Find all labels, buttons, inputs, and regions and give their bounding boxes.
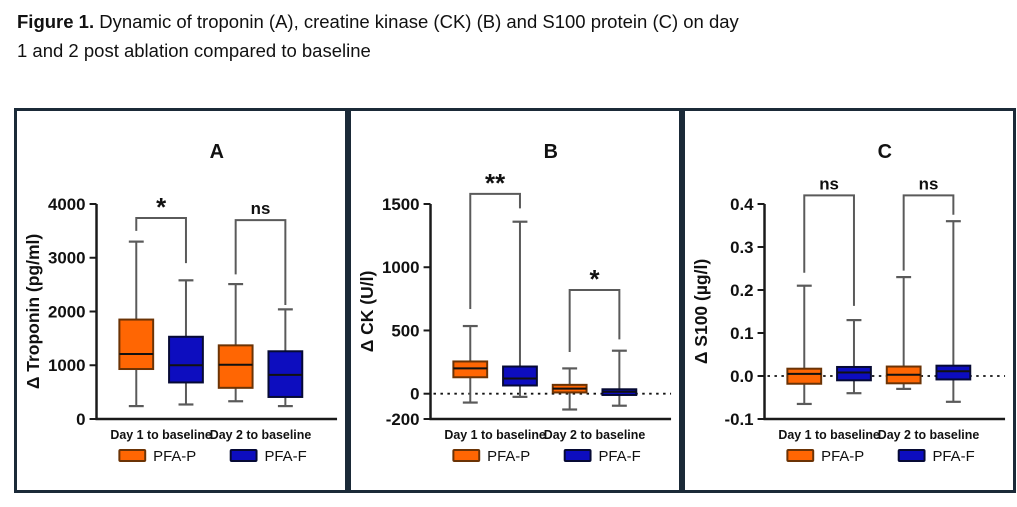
panel-a-troponin: A Δ Troponin (pg/ml) 0 1000 2000 3000 4000 * ns D… xyxy=(14,108,348,493)
category-label: Day 2 to baseline xyxy=(878,428,980,442)
panel-c-s100: C Δ S100 (µg/l) -0.1 0.0 0.1 0.2 0.3 0.4 ns ns Day… xyxy=(682,108,1016,493)
y-tick-label: 3000 xyxy=(48,249,86,268)
troponin-boxplot: A Δ Troponin (pg/ml) 0 1000 2000 3000 4000 * ns D… xyxy=(23,141,338,465)
iqr-box xyxy=(836,365,872,382)
significance-label: ns xyxy=(819,174,839,193)
box-pfa-f-day-2-to-baseline xyxy=(601,349,638,407)
category-label: Day 1 to baseline xyxy=(778,428,880,442)
significance-label: * xyxy=(156,194,167,222)
y-tick-label: -0.1 xyxy=(724,410,753,429)
box-pfa-p-day-1-to-baseline xyxy=(452,324,489,404)
box-pfa-f-day-1-to-baseline xyxy=(836,319,872,395)
legend-label: PFA-P xyxy=(821,448,864,465)
significance-bracket xyxy=(902,194,955,271)
s100-boxplot: C Δ S100 (µg/l) -0.1 0.0 0.1 0.2 0.3 0.4 ns ns Day… xyxy=(691,141,1006,465)
box-pfa-p-day-2-to-baseline xyxy=(217,282,254,403)
y-tick-label: 500 xyxy=(391,321,419,340)
y-tick-label: 1000 xyxy=(48,356,86,375)
figure-caption-number: Figure 1. xyxy=(17,11,95,32)
y-tick-label: 0.3 xyxy=(730,238,753,257)
significance-bracket xyxy=(234,219,287,306)
legend-swatch-pfa-f xyxy=(897,449,926,462)
category-label: Day 2 to baseline xyxy=(210,428,312,442)
significance-label: ns xyxy=(251,199,271,218)
figure-caption-line2: 1 and 2 post ablation compared to baseli… xyxy=(17,39,371,61)
legend-label: PFA-F xyxy=(264,448,306,465)
significance-bracket xyxy=(469,192,521,309)
significance-label: * xyxy=(589,266,600,294)
y-tick-label: 0.4 xyxy=(730,195,754,214)
significance-bracket xyxy=(568,289,621,352)
iqr-box xyxy=(168,335,204,384)
category-label: Day 2 to baseline xyxy=(544,428,646,442)
box-pfa-p-day-1-to-baseline xyxy=(118,240,155,408)
box-pfa-f-day-2-to-baseline xyxy=(935,220,972,403)
y-tick-label: 0 xyxy=(410,385,419,404)
y-tick-label: 0.0 xyxy=(730,367,753,386)
box-pfa-f-day-1-to-baseline xyxy=(502,220,538,398)
y-axis-title: Δ Troponin (pg/ml) xyxy=(23,234,43,389)
iqr-box xyxy=(502,365,538,387)
category-label: Day 1 to baseline xyxy=(110,428,212,442)
significance-bracket xyxy=(135,216,187,264)
iqr-box xyxy=(118,318,155,371)
y-axis-title: Δ CK (U/l) xyxy=(357,271,377,353)
figure-caption: Figure 1. Dynamic of troponin (A), creat… xyxy=(17,8,982,65)
box-pfa-f-day-2-to-baseline xyxy=(267,308,304,408)
y-tick-label: 2000 xyxy=(48,302,86,321)
panel-letter: A xyxy=(210,141,224,163)
box-pfa-f-day-1-to-baseline xyxy=(168,279,204,406)
significance-label: ** xyxy=(485,170,506,198)
legend-swatch-pfa-f xyxy=(229,449,258,462)
y-tick-label: 1500 xyxy=(382,195,420,214)
legend-label: PFA-P xyxy=(153,448,196,465)
y-tick-label: 0 xyxy=(76,410,85,429)
box-pfa-p-day-2-to-baseline xyxy=(885,276,922,390)
legend-label: PFA-F xyxy=(598,448,640,465)
y-tick-label: 0.2 xyxy=(730,281,753,300)
iqr-box xyxy=(786,367,823,385)
legend-swatch-pfa-p xyxy=(452,449,481,462)
y-tick-label: 1000 xyxy=(382,258,420,277)
significance-bracket xyxy=(803,194,855,306)
box-pfa-p-day-2-to-baseline xyxy=(551,367,588,411)
iqr-box xyxy=(935,364,972,381)
figure-caption-line1: Dynamic of troponin (A), creatine kinase… xyxy=(94,11,739,32)
box-pfa-p-day-1-to-baseline xyxy=(786,284,823,406)
legend-label: PFA-F xyxy=(932,448,974,465)
y-tick-label: 0.1 xyxy=(730,324,753,343)
y-tick-label: -200 xyxy=(386,410,420,429)
y-axis-title: Δ S100 (µg/l) xyxy=(691,259,711,364)
legend-swatch-pfa-f xyxy=(563,449,592,462)
iqr-box xyxy=(217,344,254,389)
category-label: Day 1 to baseline xyxy=(444,428,546,442)
legend-label: PFA-P xyxy=(487,448,530,465)
legend-swatch-pfa-p xyxy=(786,449,815,462)
panel-letter: B xyxy=(544,141,558,163)
legend-swatch-pfa-p xyxy=(118,449,147,462)
figure-panels: A Δ Troponin (pg/ml) 0 1000 2000 3000 4000 * ns D… xyxy=(14,108,1016,493)
y-tick-label: 4000 xyxy=(48,195,86,214)
significance-label: ns xyxy=(919,174,939,193)
panel-letter: C xyxy=(878,141,892,163)
